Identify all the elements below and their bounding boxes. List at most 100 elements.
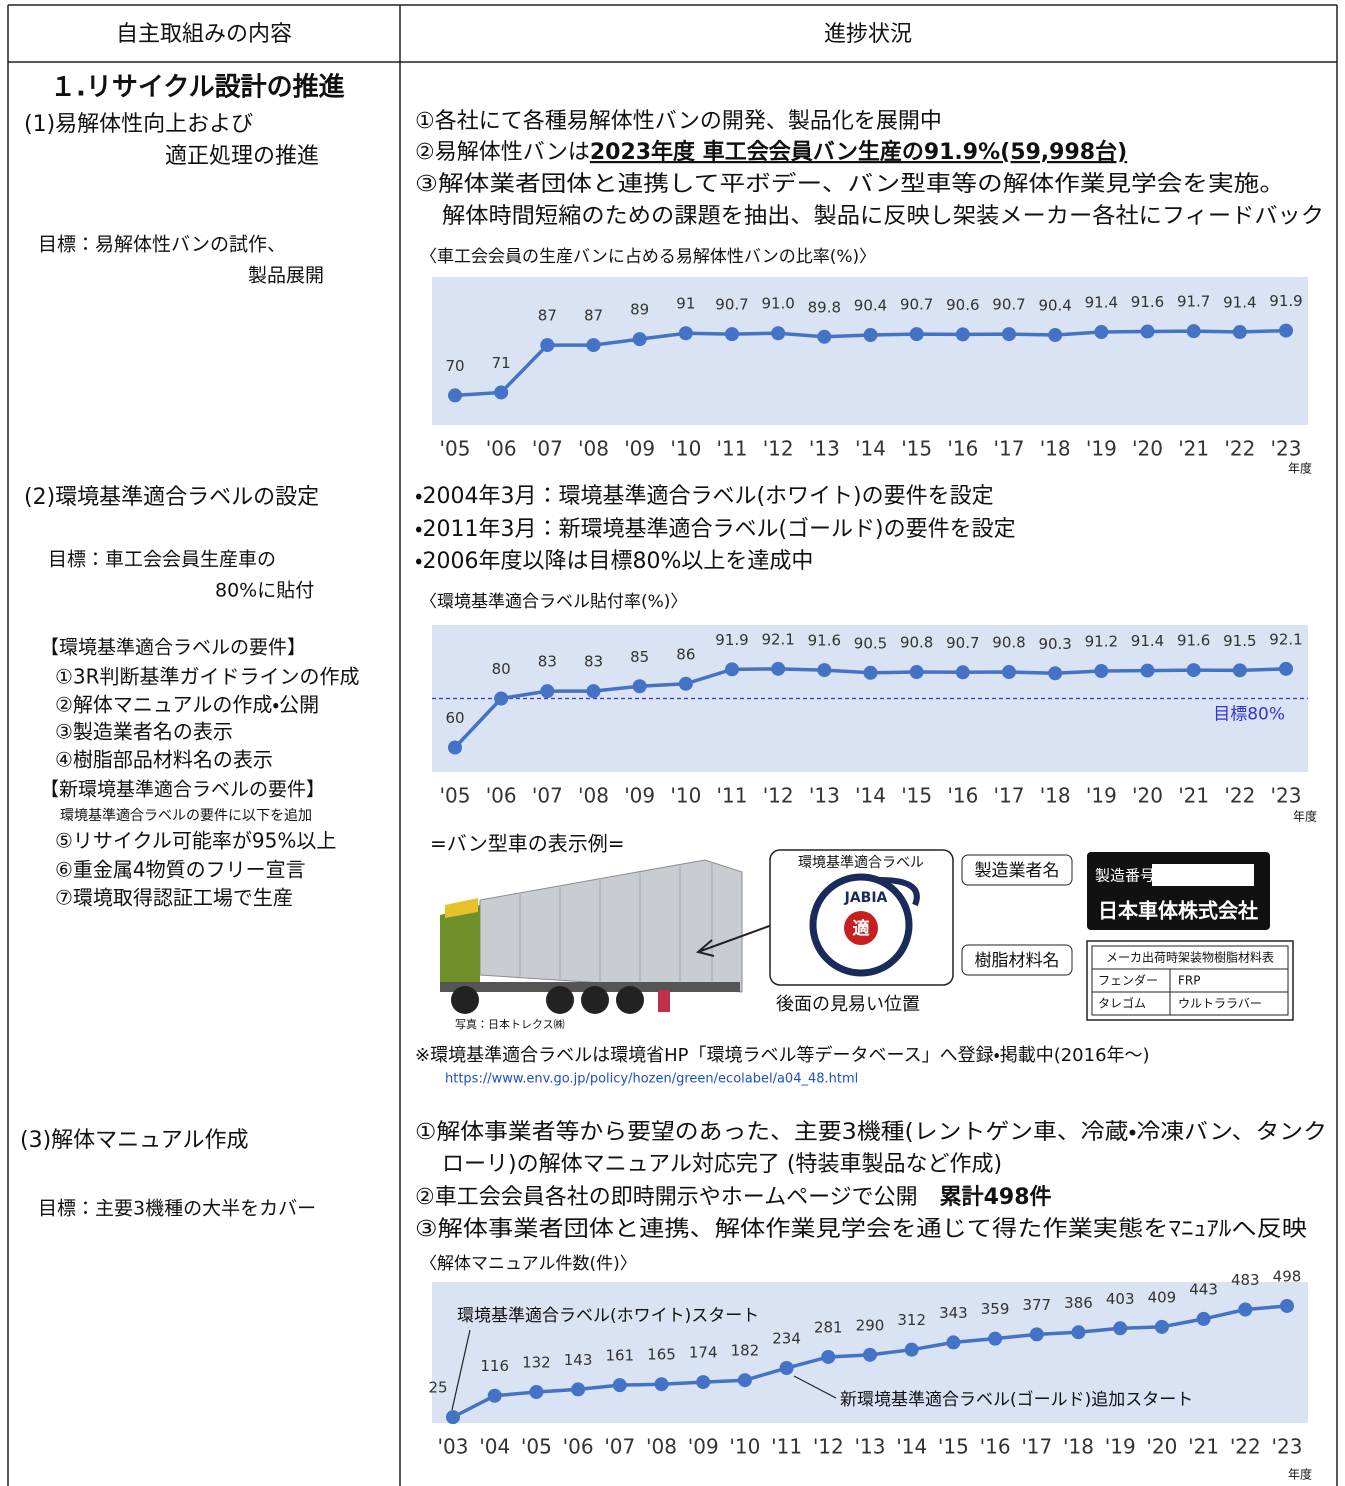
x-axis-unit: 年度: [1288, 1468, 1312, 1482]
data-point: [955, 327, 970, 342]
data-label: 91.6: [1177, 632, 1210, 650]
table-frame: [7, 4, 1338, 1486]
x-tick-label: '17: [994, 437, 1025, 461]
data-label: 343: [939, 1304, 968, 1322]
x-tick-label: '05: [440, 437, 471, 461]
data-label: 86: [676, 645, 695, 663]
data-point: [1140, 324, 1155, 339]
data-label: 90.4: [1038, 297, 1071, 315]
data-point: [1232, 663, 1247, 678]
truck-ribs: [519, 862, 713, 990]
progress-line: ③解体業者団体と連携して平ボデー、バン型車等の解体作業見学会を実施。: [415, 172, 1285, 197]
progress-line: ローリ)の解体マニュアル対応完了 (特装車製品など作成): [442, 1152, 1002, 1177]
data-label: 90.7: [715, 296, 748, 314]
data-label: 90.7: [900, 296, 933, 314]
label-logo: JABIA: [844, 890, 888, 906]
data-point: [494, 691, 509, 706]
truck-cab: [440, 905, 480, 985]
chart-title: 〈環境基準適合ラベル貼付率(%)〉: [420, 592, 687, 612]
data-point: [494, 385, 509, 400]
data-label: 161: [605, 1347, 634, 1365]
resin-table-cell: タレゴム: [1098, 996, 1146, 1011]
data-point: [696, 1375, 711, 1390]
serial-field: [1152, 864, 1254, 886]
x-tick-label: '21: [1178, 437, 1209, 461]
x-tick-label: '12: [813, 1435, 844, 1459]
data-label: 71: [492, 354, 511, 372]
resin-table-border: [1086, 940, 1294, 1021]
data-label: 143: [564, 1351, 593, 1369]
data-label: 91: [676, 295, 695, 313]
mud-flap: [658, 990, 670, 1012]
data-label: 89: [630, 301, 649, 319]
data-point: [1113, 1321, 1128, 1336]
data-point: [448, 388, 462, 403]
x-tick-label: '10: [729, 1435, 760, 1459]
data-label: 234: [772, 1330, 801, 1348]
data-point: [821, 1349, 836, 1364]
data-point: [1279, 323, 1293, 338]
data-point: [540, 338, 555, 353]
x-tick-label: '05: [440, 784, 471, 808]
truck-visor: [445, 898, 478, 918]
note: ※環境基準適合ラベルは環境省HP「環境ラベル等データベース」へ登録・掲載中(20…: [415, 1045, 1150, 1066]
data-label: 443: [1189, 1280, 1218, 1298]
chart-title: 〈車工会会員の生産バンに占める易解体性バンの比率(%)〉: [420, 247, 876, 267]
data-label: 90.5: [854, 634, 887, 652]
x-tick-label: '09: [688, 1435, 719, 1459]
x-tick-label: '14: [896, 1435, 927, 1459]
maker-name: 日本車体株式会社: [1098, 899, 1258, 923]
requirement: ②解体マニュアルの作成・公開: [55, 693, 319, 717]
data-point: [1232, 325, 1247, 340]
wheel: [546, 986, 574, 1014]
url-link[interactable]: https://www.env.go.jp/policy/hozen/green…: [445, 1072, 858, 1087]
x-tick-label: '08: [578, 784, 609, 808]
plot-area: [432, 277, 1308, 425]
x-tick-label: '19: [1086, 784, 1117, 808]
x-tick-label: '19: [1086, 437, 1117, 461]
progress-line: ②車工会会員各社の即時開示やホームページで公開 累計498件: [415, 1184, 1052, 1210]
data-label: 83: [584, 653, 603, 671]
progress-line: ・2011年3月：新環境基準適合ラベル(ゴールド)の要件を設定: [415, 517, 1016, 542]
requirement: ④樹脂部品材料名の表示: [55, 748, 273, 772]
data-point: [863, 328, 878, 343]
progress-text: ②車工会会員各社の即時開示やホームページで公開: [415, 1185, 940, 1210]
caption-box: [961, 854, 1073, 886]
x-tick-label: '20: [1132, 437, 1163, 461]
label-mark-bg: [844, 911, 878, 945]
annotation: 新環境基準適合ラベル(ゴールド)追加スタート: [840, 1389, 1193, 1410]
data-point: [1140, 663, 1155, 678]
data-point: [1002, 327, 1016, 342]
data-label: 498: [1273, 1267, 1302, 1285]
maker-caption: 製造業者名: [975, 861, 1060, 881]
truck-photo: 写真：日本トレクス㈱: [440, 859, 743, 1031]
data-point: [654, 1377, 669, 1392]
data-label: 165: [647, 1346, 676, 1364]
data-label: 359: [981, 1300, 1010, 1318]
x-tick-label: '06: [486, 784, 517, 808]
data-label: 92.1: [1269, 630, 1302, 648]
section-title: １.リサイクル設計の推進: [50, 73, 345, 103]
data-point: [1186, 324, 1201, 339]
target: 80%に貼付: [215, 580, 314, 602]
x-tick-label: '23: [1271, 437, 1302, 461]
data-label: 89.8: [808, 298, 841, 316]
x-tick-label: '12: [763, 437, 794, 461]
data-point: [678, 676, 693, 691]
data-point: [988, 1331, 1003, 1346]
data-label: 92.1: [761, 630, 794, 648]
data-label: 132: [522, 1353, 551, 1371]
resin-table: [1086, 940, 1294, 1021]
data-point: [955, 665, 970, 680]
data-point: [1186, 663, 1201, 678]
data-point: [487, 1388, 502, 1403]
x-tick-label: '05: [521, 1435, 552, 1459]
data-point: [1048, 666, 1063, 681]
data-label: 87: [584, 307, 603, 325]
resin-table-cell: FRP: [1178, 974, 1200, 988]
data-point: [863, 665, 878, 680]
x-tick-label: '12: [763, 784, 794, 808]
data-point: [586, 338, 601, 353]
data-point: [1094, 664, 1109, 679]
target: 目標：車工会会員生産車の: [48, 549, 276, 571]
